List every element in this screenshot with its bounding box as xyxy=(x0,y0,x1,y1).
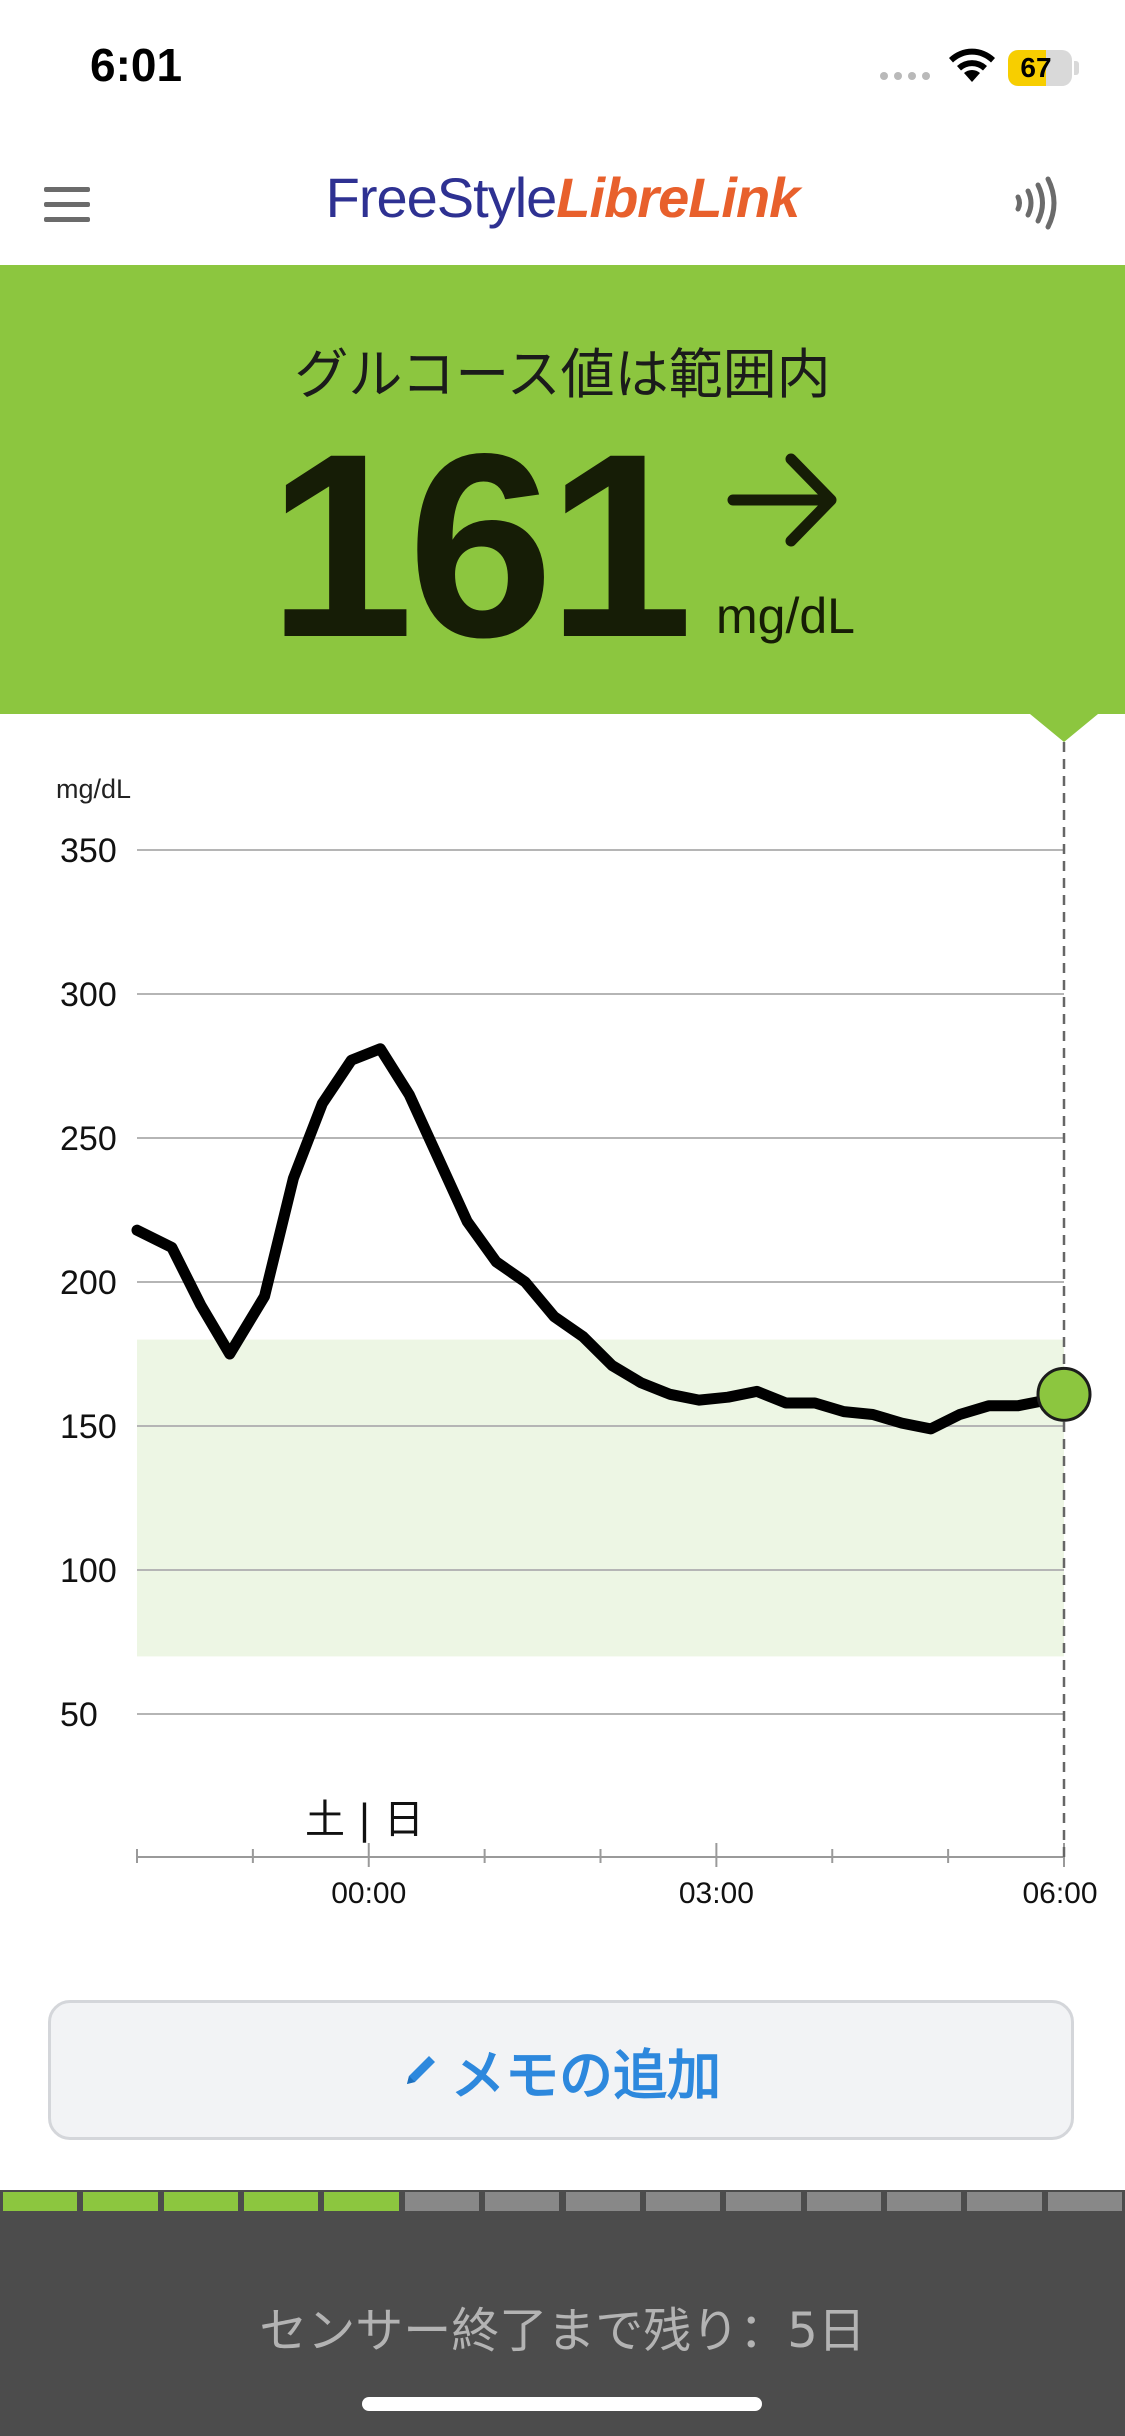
sensor-day-segment xyxy=(244,2192,319,2211)
y-tick-label: 350 xyxy=(60,832,117,870)
x-tick-label: 03:00 xyxy=(678,1877,754,1910)
glucose-line xyxy=(131,1043,1070,1435)
battery-icon: 67 xyxy=(1008,50,1072,86)
current-glucose-marker xyxy=(1036,1366,1092,1422)
sensor-day-segment xyxy=(726,2192,801,2211)
y-tick-label: 300 xyxy=(60,976,117,1014)
chart-plot: 350 300 250 200 150 100 50 xyxy=(60,742,1092,1867)
sensor-day-segment xyxy=(485,2192,560,2211)
sensor-day-segment xyxy=(645,2192,721,2211)
sensor-footer: センサー終了まで残り：5日 xyxy=(0,2211,1125,2436)
target-range-band xyxy=(137,1339,1064,1657)
glucose-banner: グルコース値は範囲内 161 mg/dL xyxy=(0,265,1125,714)
sensor-day-segment xyxy=(806,2192,881,2211)
x-tick-label: 00:00 xyxy=(331,1877,407,1910)
sensor-day-segment xyxy=(967,2192,1042,2211)
y-tick-label: 250 xyxy=(60,1120,117,1158)
glucose-value: 161 xyxy=(268,399,693,692)
chart-unit-label: mg/dL xyxy=(56,774,132,804)
y-tick-label: 200 xyxy=(60,1264,117,1302)
home-indicator[interactable] xyxy=(362,2397,762,2411)
glucose-unit: mg/dL xyxy=(716,588,855,644)
battery-cap xyxy=(1074,61,1079,75)
app-logo: FreeStyleLibreLink xyxy=(0,165,1125,230)
wifi-icon xyxy=(949,48,995,82)
glucose-status-text: グルコース値は範囲内 xyxy=(294,343,831,406)
add-memo-button[interactable]: メモの追加 xyxy=(48,2000,1074,2140)
status-bar: 6:01 67 xyxy=(0,0,1125,135)
arrow-right-icon xyxy=(727,453,837,547)
x-tick-label: 06:00 xyxy=(1022,1877,1098,1910)
nfc-scan-icon[interactable] xyxy=(1010,175,1062,231)
battery-fill xyxy=(1008,50,1046,86)
sensor-day-segment xyxy=(3,2192,78,2211)
app-header: FreeStyleLibreLink xyxy=(0,135,1125,265)
sensor-day-segment xyxy=(163,2192,239,2211)
y-tick-label: 100 xyxy=(60,1552,117,1590)
status-time: 6:01 xyxy=(90,39,183,91)
logo-freestyle: FreeStyle xyxy=(325,166,558,229)
sensor-day-segment xyxy=(83,2192,158,2211)
sensor-day-segment xyxy=(404,2192,480,2211)
y-tick-label: 150 xyxy=(60,1408,117,1446)
y-tick-label: 50 xyxy=(60,1696,98,1734)
add-memo-label: メモの追加 xyxy=(451,2043,721,2107)
battery-percent: 67 xyxy=(1020,52,1052,83)
logo-librelink: LibreLink xyxy=(556,166,800,229)
sensor-day-segment xyxy=(565,2192,640,2211)
sensor-progress-bar xyxy=(0,2190,1125,2211)
signal-dots-icon xyxy=(880,72,930,80)
sensor-remaining-text: センサー終了まで残り：5日 xyxy=(259,2303,866,2359)
sensor-day-segment xyxy=(1047,2192,1122,2211)
glucose-chart[interactable]: mg/dL 350 300 250 200 150 100 50 土 | 日 00:00 03… xyxy=(0,742,1125,1910)
sensor-day-segment xyxy=(886,2192,962,2211)
menu-icon[interactable] xyxy=(44,187,92,227)
pencil-icon xyxy=(407,2056,435,2084)
day-boundary-label: 土 | 日 xyxy=(305,1797,424,1843)
banner-pointer xyxy=(1030,714,1098,742)
sensor-day-segment xyxy=(324,2192,399,2211)
